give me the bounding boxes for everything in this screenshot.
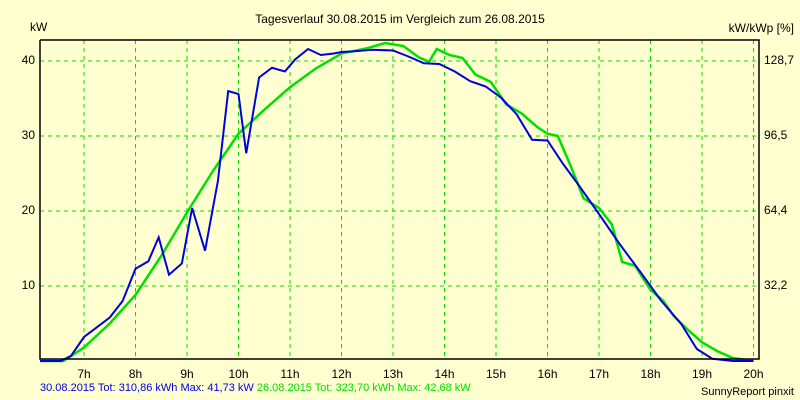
y-axis-label-right: kW/kWp [%] — [728, 21, 794, 35]
y-tick-label: 20 — [21, 203, 35, 217]
y-right-tick-label: 64,4 — [764, 203, 788, 217]
x-tick-label: 16h — [537, 367, 558, 381]
x-tick-label: 14h — [434, 367, 455, 381]
chart-legend-summary: 30.08.2015 Tot: 310,86 kWh Max: 41,73 kW… — [40, 382, 471, 394]
x-tick-label: 11h — [280, 367, 300, 381]
x-tick-label: 9h — [180, 367, 194, 381]
legend-day1-summary: 30.08.2015 Tot: 310,86 kWh Max: 41,73 kW — [40, 382, 254, 394]
x-tick-label: 10h — [228, 367, 249, 381]
plot-frame — [39, 39, 760, 360]
x-tick-label: 19h — [691, 367, 713, 381]
x-tick-label: 20h — [743, 367, 764, 381]
y-tick-label: 30 — [21, 128, 35, 142]
legend-day2-summary: 26.08.2015 Tot: 323,70 kWh Max: 42,68 kW — [256, 382, 471, 394]
x-tick-label: 15h — [485, 367, 507, 381]
y-axis-label-left: kW — [30, 20, 48, 34]
x-tick-label: 7h — [77, 367, 91, 381]
y-right-tick-label: 32,2 — [764, 278, 788, 292]
grid-lines — [40, 40, 759, 359]
x-tick-label: 13h — [382, 367, 404, 381]
y-right-tick-label: 96,5 — [764, 128, 788, 142]
y-right-tick-label: 128,7 — [764, 53, 795, 67]
x-tick-label: 18h — [640, 367, 661, 381]
series-line-30-08-2015 — [40, 47, 754, 362]
chart-title: Tagesverlauf 30.08.2015 im Vergleich zum… — [255, 12, 545, 26]
y-tick-label: 10 — [21, 278, 35, 292]
x-tick-label: 17h — [588, 367, 610, 381]
credit-text: SunnyReport pinxit — [701, 386, 794, 398]
x-tick-label: 12h — [331, 367, 352, 381]
series-line-26-08-2015 — [40, 41, 754, 363]
y-tick-label: 40 — [21, 53, 35, 67]
x-tick-label: 8h — [128, 367, 143, 381]
